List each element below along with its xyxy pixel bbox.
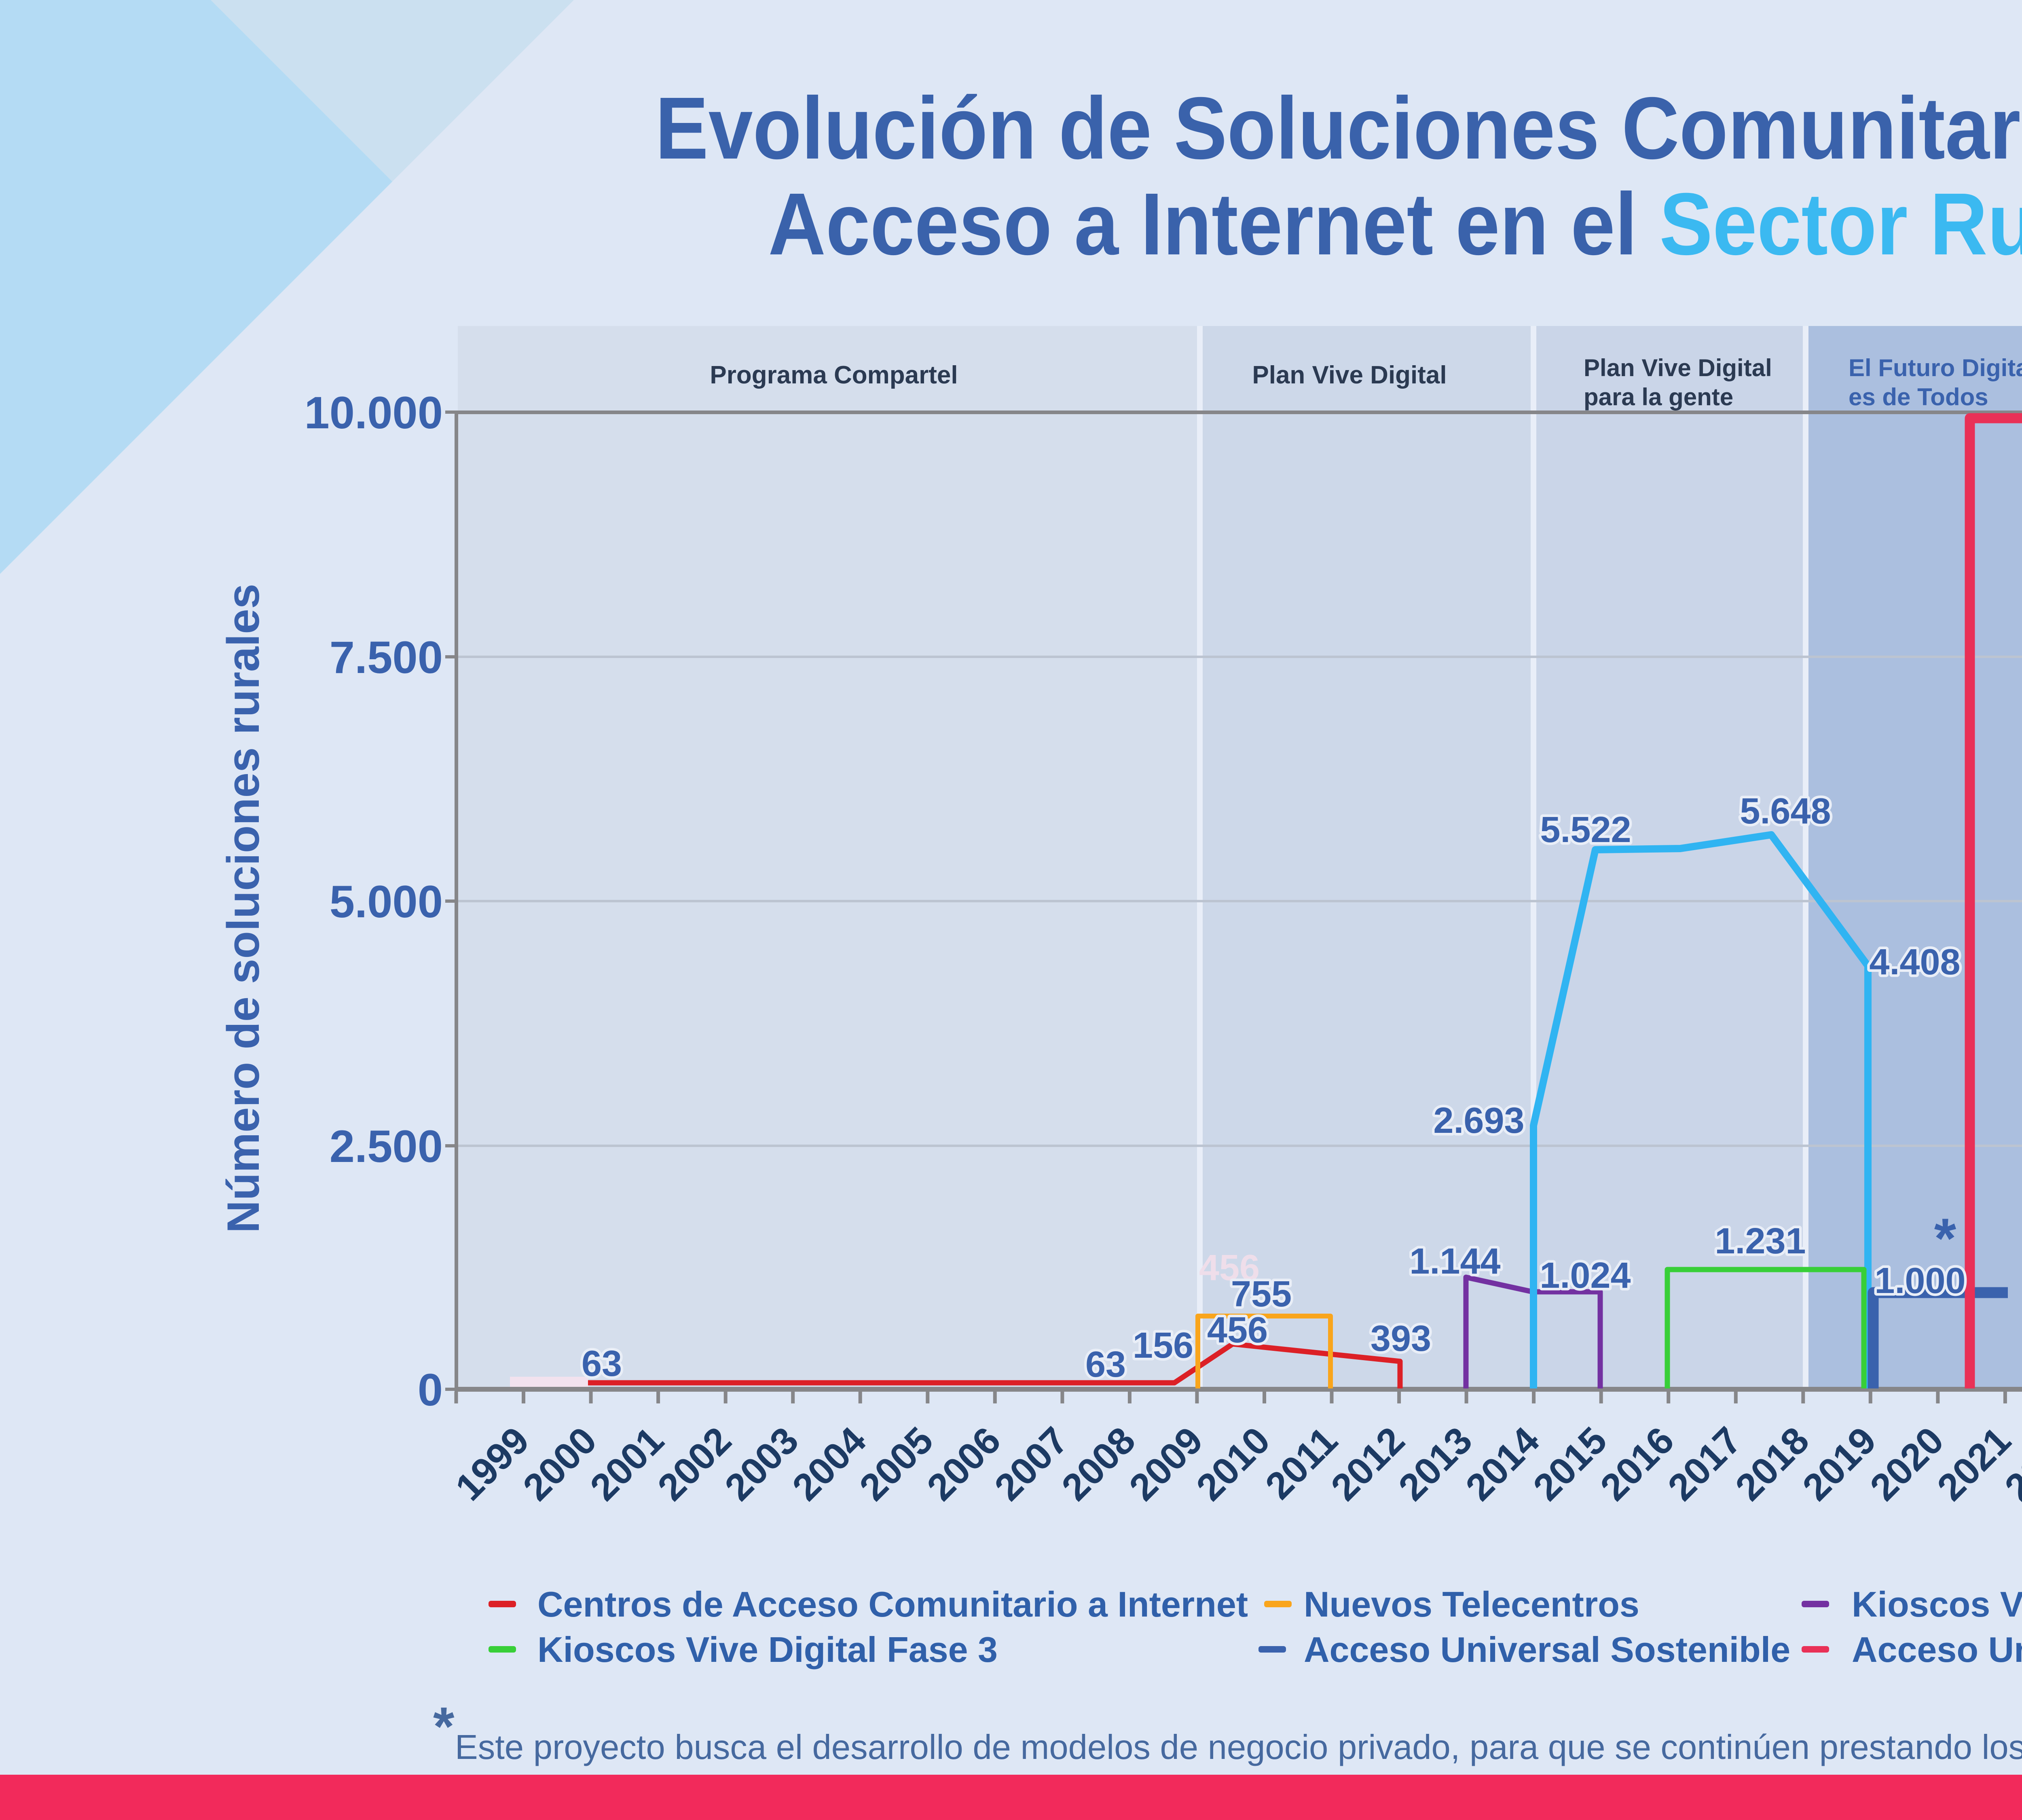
svg-text:393: 393 [1371, 1318, 1431, 1359]
svg-text:2008: 2008 [1053, 1419, 1143, 1509]
svg-text:2006: 2006 [919, 1419, 1009, 1509]
svg-text:2020: 2020 [1862, 1419, 1952, 1509]
svg-text:Nuevos Telecentros: Nuevos Telecentros [1304, 1584, 1639, 1624]
svg-text:Centros de Acceso Comunitario: Centros de Acceso Comunitario a Internet [537, 1584, 1248, 1624]
svg-text:2010: 2010 [1188, 1419, 1278, 1509]
svg-text:2011: 2011 [1257, 1419, 1345, 1507]
svg-text:456: 456 [1199, 1248, 1260, 1288]
svg-text:1.231: 1.231 [1715, 1221, 1806, 1261]
svg-text:2013: 2013 [1390, 1419, 1480, 1509]
svg-text:para la gente: para la gente [1584, 383, 1733, 411]
svg-text:456: 456 [1207, 1310, 1268, 1350]
svg-text:*: * [1934, 1206, 1956, 1270]
svg-text:El Futuro Digital: El Futuro Digital [1849, 354, 2022, 381]
svg-text:2015: 2015 [1525, 1419, 1615, 1509]
svg-text:5.522: 5.522 [1540, 810, 1631, 850]
svg-text:2000: 2000 [515, 1419, 605, 1509]
svg-text:156: 156 [1133, 1325, 1193, 1366]
svg-text:Kioscos Vive Digital Fase 3: Kioscos Vive Digital Fase 3 [537, 1630, 998, 1670]
svg-text:2004: 2004 [784, 1419, 874, 1509]
svg-text:2007: 2007 [986, 1419, 1076, 1509]
svg-text:4.408: 4.408 [1869, 942, 1960, 982]
svg-text:2009: 2009 [1121, 1419, 1211, 1509]
svg-text:2003: 2003 [717, 1419, 806, 1509]
svg-text:1.000: 1.000 [1874, 1261, 1965, 1301]
svg-text:2016: 2016 [1592, 1419, 1682, 1509]
svg-text:2.693: 2.693 [1433, 1100, 1524, 1141]
svg-text:10.000: 10.000 [304, 387, 443, 438]
svg-text:63: 63 [582, 1344, 622, 1384]
svg-text:2005: 2005 [851, 1419, 941, 1509]
svg-text:755: 755 [1231, 1274, 1292, 1314]
svg-text:5.648: 5.648 [1740, 791, 1831, 832]
svg-text:Número de soluciones rurales: Número de soluciones rurales [218, 584, 269, 1233]
svg-text:63: 63 [1085, 1344, 1126, 1385]
svg-text:es de Todos: es de Todos [1849, 383, 1988, 411]
svg-text:5.000: 5.000 [330, 876, 443, 927]
svg-text:1.024: 1.024 [1540, 1255, 1631, 1296]
svg-text:2021: 2021 [1929, 1419, 2019, 1509]
svg-text:2014: 2014 [1457, 1419, 1547, 1509]
svg-text:Plan Vive Digital: Plan Vive Digital [1252, 361, 1447, 389]
svg-text:2002: 2002 [649, 1419, 739, 1509]
svg-text:1.144: 1.144 [1409, 1241, 1500, 1282]
svg-text:2.500: 2.500 [330, 1121, 443, 1172]
svg-text:1999: 1999 [447, 1419, 537, 1509]
svg-text:*: * [433, 1696, 455, 1757]
svg-text:2001: 2001 [582, 1419, 672, 1509]
svg-text:Programa Compartel: Programa Compartel [710, 361, 958, 389]
svg-text:0: 0 [418, 1365, 443, 1415]
svg-text:2017: 2017 [1660, 1419, 1749, 1509]
svg-text:2018: 2018 [1727, 1419, 1817, 1509]
svg-text:2012: 2012 [1323, 1419, 1413, 1509]
svg-text:Kioscos Vive Digital: Kioscos Vive Digital [1852, 1584, 2022, 1624]
svg-text:Este proyecto busca el desarro: Este proyecto busca el desarrollo de mod… [455, 1728, 2022, 1767]
svg-text:Acceso Universal Sostenible: Acceso Universal Sostenible [1304, 1630, 1790, 1670]
svg-text:Acceso Universal en Zonas Rura: Acceso Universal en Zonas Rurales [1852, 1630, 2022, 1670]
svg-text:Plan Vive Digital: Plan Vive Digital [1584, 354, 1772, 381]
svg-text:2019: 2019 [1794, 1419, 1884, 1509]
svg-text:7.500: 7.500 [330, 632, 443, 683]
